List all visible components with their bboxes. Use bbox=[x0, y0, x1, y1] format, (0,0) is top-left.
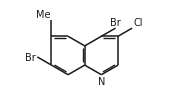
Text: Br: Br bbox=[25, 53, 36, 62]
Text: Me: Me bbox=[36, 10, 51, 20]
Text: Cl: Cl bbox=[133, 18, 143, 28]
Text: Br: Br bbox=[110, 18, 121, 28]
Text: N: N bbox=[98, 76, 106, 86]
